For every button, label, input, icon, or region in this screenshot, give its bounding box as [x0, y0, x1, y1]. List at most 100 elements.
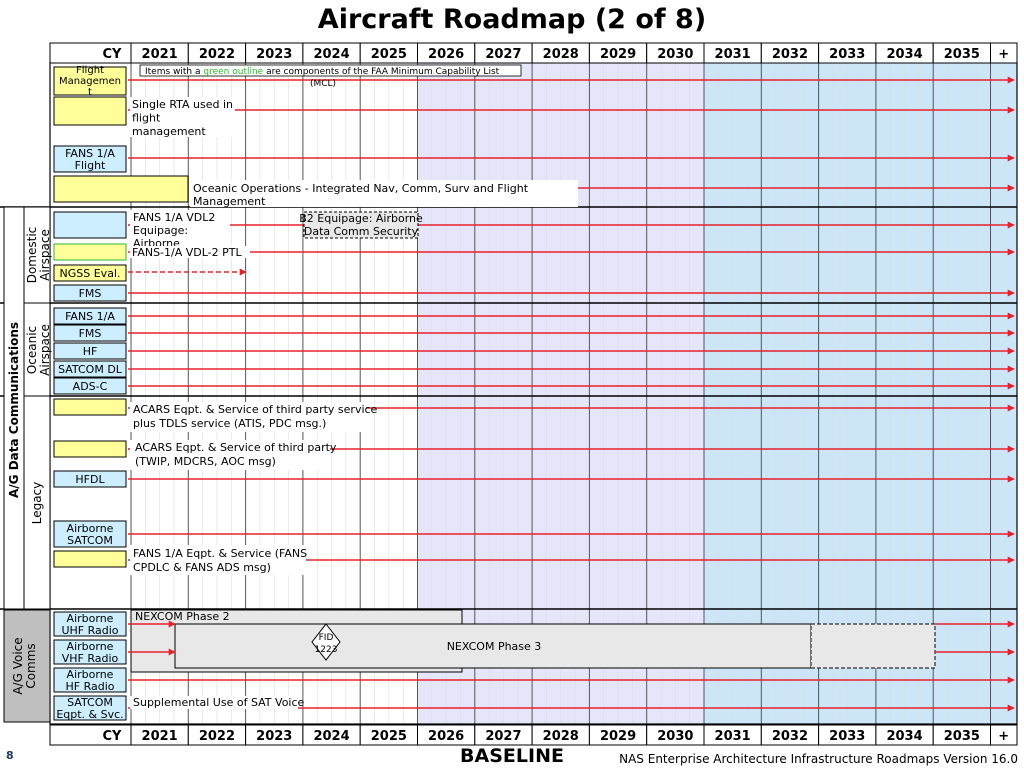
group-voice: A/G VoiceComms — [11, 637, 38, 694]
row-hf-label: HF — [83, 345, 98, 358]
row-flight-management — [53, 66, 127, 96]
annotation-fid: FID 1223 — [315, 633, 338, 655]
annotation-fans-ptl: FANS-1/A VDL-2 PTL — [132, 246, 242, 259]
year-label: 2024 — [313, 729, 349, 744]
year-label: 2025 — [371, 47, 407, 62]
row-acars-2 — [53, 440, 127, 458]
year-label: 2026 — [428, 729, 464, 744]
nexcom-phase3-extension — [810, 623, 936, 669]
b2-equipage-box — [303, 211, 419, 239]
year-cell — [990, 42, 1018, 64]
year-label: 2031 — [715, 729, 751, 744]
year-label: 2023 — [256, 47, 292, 62]
legend-note: Items with a green outline are component… — [145, 67, 500, 77]
page-number: 8 — [6, 749, 14, 762]
row-hf_radio-label: Airborne HF Radio — [65, 668, 114, 693]
row-hfdl-label: HFDL — [75, 473, 105, 486]
year-cell — [990, 724, 1018, 746]
year-label: 2022 — [199, 47, 235, 62]
baseline-label: BASELINE — [460, 745, 564, 767]
year-label: 2027 — [485, 47, 521, 62]
row-oceanic-ops — [53, 175, 189, 203]
year-label: + — [998, 729, 1009, 744]
subgroup-box — [23, 206, 51, 304]
fid-milestone — [311, 623, 341, 661]
year-label: 2034 — [886, 729, 922, 744]
year-label: 2024 — [313, 47, 349, 62]
legend-note-box — [139, 64, 522, 77]
cy-label: CY — [103, 47, 123, 62]
year-label: 2022 — [199, 729, 235, 744]
page-title: Aircraft Roadmap (2 of 8) — [317, 4, 707, 35]
year-label: 2026 — [428, 47, 464, 62]
annotation-nexcom2: NEXCOM Phase 2 — [135, 610, 230, 623]
annotation-fans-eqpt: FANS 1/A Eqpt. & Service (FANS CPDLC & FA… — [133, 547, 307, 574]
annotation-oceanic-ops: Oceanic Operations - Integrated Nav, Com… — [193, 182, 529, 208]
annotation-bg — [130, 696, 298, 709]
row-fms_oce — [53, 324, 127, 342]
row-fans_oce-label: FANS 1/A — [65, 310, 115, 323]
row-acars-1 — [53, 398, 127, 416]
annotation-bg — [130, 97, 235, 137]
row-flight-management-label: Flight Managemen t — [59, 65, 121, 98]
row-vhf — [53, 639, 127, 665]
row-airborne-satcom-label: Airborne SATCOM — [67, 522, 114, 547]
row-adsc — [53, 377, 127, 395]
year-label: 2032 — [772, 47, 808, 62]
row-satcom_dl-label: SATCOM DL — [58, 363, 123, 376]
row-fans_oce — [53, 307, 127, 325]
subgroup-box — [23, 395, 51, 610]
cy-label: CY — [103, 729, 123, 744]
subgroup-oceanic: OceanicAirspace — [25, 324, 52, 376]
annotation-bg — [130, 545, 306, 575]
version-label: NAS Enterprise Architecture Infrastructu… — [619, 752, 1018, 766]
year-label: + — [998, 47, 1009, 62]
row-fans-vdl2 — [53, 211, 127, 239]
annotation-acars-1: ACARS Eqpt. & Service of third party ser… — [133, 403, 378, 430]
row-hf_radio — [53, 667, 127, 693]
subgroup-domestic: DomesticAirspace — [25, 227, 52, 284]
year-label: 2033 — [829, 729, 865, 744]
row-fans-flight-label: FANS 1/A Flight — [65, 147, 115, 172]
annotation-b2: B2 Equipage: Airborne Data Comm Security — [299, 212, 423, 238]
year-label: 2031 — [715, 47, 751, 62]
row-hfdl — [53, 470, 127, 488]
year-label: 2028 — [543, 729, 579, 744]
row-fans-eqpt — [53, 550, 127, 568]
row-fms-domestic-label: FMS — [79, 287, 102, 300]
year-label: 2035 — [944, 729, 980, 744]
year-label: 2028 — [543, 47, 579, 62]
annotation-sat-voice: Supplemental Use of SAT Voice — [133, 696, 305, 709]
voice-group-box — [3, 609, 51, 723]
row-ngss — [53, 264, 127, 282]
row-fans-flight — [53, 145, 127, 173]
year-label: 2023 — [256, 729, 292, 744]
row-fans-ptl — [53, 243, 127, 261]
row-hf — [53, 342, 127, 360]
annotation-bg — [130, 210, 230, 248]
annotation-bg — [130, 440, 330, 470]
row-fms_oce-label: FMS — [79, 327, 102, 340]
band-2031-plus — [704, 62, 1017, 724]
year-label: 2029 — [600, 729, 636, 744]
year-label: 2030 — [657, 729, 693, 744]
row-satcom_dl — [53, 360, 127, 378]
nexcom-phase3-bar — [174, 623, 812, 669]
annotation-single-rta: Single RTA used in flight management — [132, 98, 233, 138]
year-label: 2035 — [944, 47, 980, 62]
year-label: 2027 — [485, 729, 521, 744]
year-label: 2030 — [657, 47, 693, 62]
row-uhf — [53, 611, 127, 637]
row-vhf-label: Airborne VHF Radio — [62, 640, 119, 665]
row-airborne-satcom — [53, 520, 127, 548]
year-label: 2029 — [600, 47, 636, 62]
row-satcom_eqpt — [53, 695, 127, 721]
year-label: 2025 — [371, 729, 407, 744]
annotation-bg — [190, 180, 578, 207]
row-ngss-label: NGSS Eval. — [60, 267, 121, 280]
annotation-nexcom3: NEXCOM Phase 3 — [447, 640, 542, 653]
legend-note-line2: (MCL) — [310, 79, 336, 89]
year-label: 2034 — [886, 47, 922, 62]
annotation-acars-2: ACARS Eqpt. & Service of third party (TWI… — [135, 441, 337, 468]
